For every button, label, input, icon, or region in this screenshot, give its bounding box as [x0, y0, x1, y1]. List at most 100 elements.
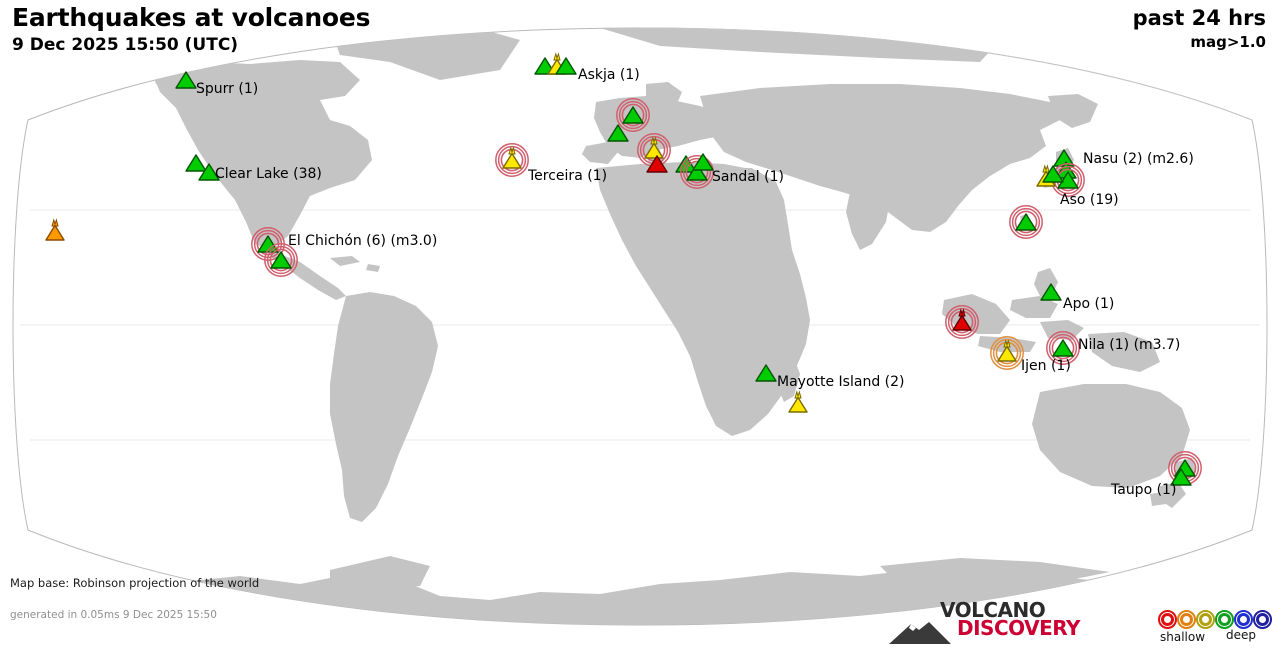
marker-label-askja-b: Askja (1)	[578, 67, 640, 83]
green-triangle-marker[interactable]	[1009, 205, 1043, 239]
depth-ring	[1048, 333, 1078, 363]
green-triangle-marker[interactable]	[179, 146, 213, 180]
depth-ring	[269, 248, 293, 272]
depth-ring	[618, 100, 648, 130]
marker-label-ijen: Ijen (1)	[1021, 358, 1071, 374]
brand-line-discovery: DISCOVERY	[957, 616, 1081, 640]
depth-ring	[1046, 331, 1080, 365]
marker-label-clear-lake-b: Clear Lake (38)	[215, 166, 322, 182]
eruption-plume-icon	[650, 136, 658, 145]
depth-ring-5	[1253, 610, 1272, 629]
eruption-plume-icon	[553, 52, 561, 61]
marker-label-terceira: Terceira (1)	[528, 168, 608, 184]
triangle-icon	[755, 364, 777, 382]
marker-label-mayotte: Mayotte Island (2)	[777, 374, 905, 390]
green-triangle-marker[interactable]	[680, 155, 714, 189]
volcano-cone-icon	[997, 345, 1017, 362]
triangle-icon	[257, 235, 279, 253]
depth-ring	[680, 155, 714, 189]
triangle-icon	[1042, 165, 1064, 183]
triangle-icon	[1052, 339, 1074, 357]
triangle-icon	[175, 71, 197, 89]
yellow-erupting-volcano-marker[interactable]	[637, 133, 671, 167]
depth-ring	[264, 243, 298, 277]
marker-label-taupo-b: Taupo (1)	[1111, 482, 1177, 498]
depth-ring	[947, 307, 977, 337]
landmasses	[13, 28, 1267, 625]
marker-label-nasu-b: Nasu (2) (m2.6)	[1083, 151, 1194, 167]
title-block: Earthquakes at volcanoes 9 Dec 2025 15:5…	[12, 3, 371, 56]
triangle-icon	[270, 251, 292, 269]
magnitude-filter-label: mag>1.0	[1190, 33, 1266, 51]
map-base-caption: Map base: Robinson projection of the wor…	[10, 576, 260, 590]
depth-ring	[1014, 210, 1038, 234]
yellow-erupting-volcano-marker[interactable]	[990, 336, 1024, 370]
green-triangle-marker[interactable]	[264, 243, 298, 277]
red-erupting-volcano-marker[interactable]	[945, 305, 979, 339]
green-triangle-marker[interactable]	[1051, 163, 1085, 197]
volcanodiscovery-logo[interactable]: VOLCANO DISCOVERY	[885, 600, 1081, 645]
depth-legend-deep-label: deep	[1226, 628, 1256, 642]
green-triangle-marker[interactable]	[192, 155, 226, 189]
depth-ring-0	[1158, 610, 1177, 629]
depth-legend: shallow deep	[1158, 610, 1273, 646]
depth-ring	[685, 160, 709, 184]
brand-line-volcano: VOLCANO	[940, 598, 1046, 622]
triangle-icon	[198, 163, 220, 181]
eruption-plume-icon	[508, 146, 516, 155]
depth-ring-4	[1234, 610, 1253, 629]
depth-ring	[990, 336, 1024, 370]
depth-ring	[500, 148, 524, 172]
depth-ring-3	[1215, 610, 1234, 629]
triangle-icon	[185, 154, 207, 172]
depth-ring	[1011, 207, 1041, 237]
marker-label-spurr: Spurr (1)	[196, 81, 259, 97]
triangle-icon	[1040, 283, 1062, 301]
green-triangle-marker[interactable]	[749, 356, 783, 390]
depth-ring	[945, 305, 979, 339]
triangle-icon	[1170, 468, 1192, 486]
triangle-icon	[622, 106, 644, 124]
green-triangle-marker[interactable]	[1034, 275, 1068, 309]
green-triangle-marker[interactable]	[1164, 460, 1198, 494]
yellow-erupting-volcano-marker[interactable]	[495, 143, 529, 177]
depth-ring	[950, 310, 974, 334]
green-triangle-marker[interactable]	[601, 116, 635, 150]
eruption-plume-icon	[1042, 164, 1050, 173]
green-triangle-marker[interactable]	[549, 49, 583, 83]
depth-ring-2	[1196, 610, 1215, 629]
green-triangle-marker[interactable]	[616, 98, 650, 132]
generated-caption: generated in 0.05ms 9 Dec 2025 15:50	[10, 609, 217, 621]
green-triangle-marker[interactable]	[1036, 157, 1070, 191]
green-triangle-marker[interactable]	[1046, 331, 1080, 365]
depth-legend-shallow-label: shallow	[1160, 630, 1206, 644]
triangle-icon	[607, 124, 629, 142]
volcano-cone-icon	[45, 224, 65, 241]
triangle-icon	[646, 155, 668, 173]
volcano-cone-icon	[952, 314, 972, 331]
volcano-cone-icon	[502, 152, 522, 169]
eruption-plume-icon	[794, 390, 802, 399]
volcano-cone-icon	[644, 142, 664, 159]
depth-ring	[1051, 336, 1075, 360]
marker-label-elchichon-b: El Chichón (6) (m3.0)	[288, 233, 438, 249]
page-title: Earthquakes at volcanoes	[12, 3, 371, 32]
orange-erupting-volcano-marker[interactable]	[38, 215, 72, 249]
triangle-icon	[1057, 171, 1079, 189]
depth-ring	[995, 341, 1019, 365]
triangle-icon	[692, 153, 714, 171]
depth-ring	[682, 157, 712, 187]
depth-ring	[266, 245, 296, 275]
yellow-erupting-volcano-marker[interactable]	[781, 387, 815, 421]
red-triangle-marker[interactable]	[640, 147, 674, 181]
green-triangle-marker[interactable]	[169, 63, 203, 97]
triangle-icon	[555, 57, 577, 75]
time-window-label: past 24 hrs	[1132, 6, 1266, 30]
marker-label-sandal-c: Sandal (1)	[712, 169, 784, 185]
depth-ring	[621, 103, 645, 127]
depth-legend-rings	[1158, 610, 1272, 629]
green-triangle-marker[interactable]	[686, 145, 720, 179]
triangle-icon	[686, 163, 708, 181]
